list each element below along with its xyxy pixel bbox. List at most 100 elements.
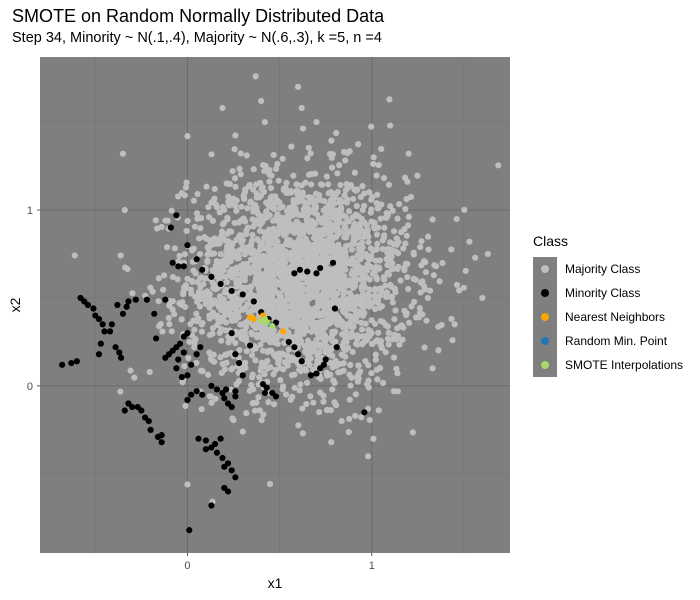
- majority-class-point: [259, 257, 267, 264]
- minority-class-point: [68, 359, 75, 367]
- majority-class-point: [451, 321, 458, 328]
- majority-class-point: [328, 299, 336, 306]
- majority-class-point: [303, 400, 310, 408]
- majority-class-point: [254, 236, 261, 243]
- majority-class-point: [296, 333, 303, 341]
- majority-class-point: [402, 240, 409, 247]
- majority-class-point: [117, 252, 124, 259]
- majority-class-point: [351, 169, 358, 176]
- majority-class-point: [191, 326, 198, 333]
- majority-class-point: [244, 260, 251, 268]
- majority-class-point: [371, 305, 379, 313]
- majority-class-point: [373, 296, 380, 303]
- majority-class-point: [359, 333, 366, 340]
- majority-class-point: [448, 246, 455, 253]
- majority-class-point: [349, 255, 356, 262]
- majority-class-point: [174, 276, 181, 283]
- majority-class-point: [479, 294, 486, 302]
- majority-class-point: [411, 298, 418, 305]
- majority-class-point: [241, 284, 248, 291]
- majority-class-point: [204, 371, 212, 378]
- majority-class-point: [429, 216, 436, 223]
- majority-class-point: [410, 251, 417, 258]
- majority-class-point: [369, 193, 376, 201]
- majority-class-point: [281, 351, 289, 359]
- y-axis-title: x2: [7, 297, 23, 312]
- majority-class-point: [373, 199, 380, 207]
- majority-class-point: [185, 354, 192, 362]
- majority-class-point: [147, 284, 154, 291]
- majority-class-point: [382, 214, 389, 221]
- majority-class-point: [368, 370, 375, 377]
- majority-class-point: [336, 249, 343, 256]
- majority-class-point: [239, 246, 246, 253]
- majority-class-point: [339, 307, 347, 314]
- majority-class-point: [365, 239, 372, 246]
- majority-class-point: [304, 347, 312, 354]
- majority-class-point: [353, 212, 360, 219]
- majority-class-point: [414, 172, 421, 179]
- majority-class-point: [309, 242, 316, 249]
- minority-class-point: [125, 298, 132, 305]
- minority-class-point: [307, 372, 315, 379]
- majority-class-point: [359, 312, 367, 319]
- majority-class-point: [277, 260, 284, 268]
- majority-class-point: [209, 357, 216, 364]
- majority-class-point: [378, 289, 385, 296]
- majority-class-point: [201, 233, 208, 241]
- majority-class-point: [390, 354, 398, 361]
- majority-class-point: [261, 234, 268, 241]
- majority-class-point: [307, 150, 314, 157]
- majority-class-point: [404, 178, 411, 185]
- x-tick-label: 1: [369, 560, 375, 572]
- minority-class-point: [212, 440, 219, 448]
- minority-class-point: [116, 349, 123, 356]
- minority-class-point: [169, 259, 176, 266]
- majority-class-point: [460, 284, 467, 291]
- majority-class-point: [252, 218, 260, 225]
- majority-class-point: [250, 166, 257, 173]
- majority-class-point: [232, 339, 239, 347]
- x-axis-title: x1: [268, 575, 283, 591]
- majority-class-point: [183, 284, 190, 292]
- majority-class-point: [255, 298, 262, 306]
- majority-class-point: [368, 123, 375, 130]
- majority-class-point: [355, 362, 362, 369]
- majority-class-point: [276, 364, 284, 371]
- majority-class-point: [323, 307, 331, 314]
- majority-class-point: [372, 351, 379, 358]
- majority-class-point: [436, 278, 443, 285]
- x-tick-label: 0: [184, 560, 190, 572]
- majority-class-point: [236, 165, 243, 172]
- majority-class-point: [430, 272, 437, 279]
- axis-ticks: 0 1 0 1: [27, 205, 375, 572]
- majority-class-point: [396, 341, 403, 348]
- majority-class-point: [224, 216, 231, 223]
- majority-class-point: [347, 361, 354, 369]
- majority-class-point: [390, 228, 398, 235]
- majority-class-point: [301, 204, 309, 212]
- minority-class-point: [108, 321, 115, 328]
- majority-class-point: [249, 371, 256, 378]
- majority-class-point: [272, 165, 280, 172]
- majority-class-point: [372, 264, 380, 271]
- majority-class-point: [335, 315, 343, 322]
- majority-class-point: [119, 150, 127, 157]
- legend-label: SMOTE Interpolations: [565, 358, 683, 372]
- majority-class-point: [344, 280, 352, 288]
- majority-class-point: [235, 378, 243, 385]
- majority-class-point: [279, 155, 286, 162]
- majority-class-point: [389, 207, 396, 214]
- minority-class-point: [217, 280, 224, 287]
- majority-class-point: [374, 191, 381, 198]
- majority-class-point: [191, 344, 198, 351]
- majority-class-point: [237, 263, 244, 270]
- majority-class-point: [386, 251, 393, 259]
- majority-class-point: [293, 210, 300, 217]
- majority-class-point: [405, 150, 412, 157]
- majority-class-point: [265, 347, 272, 355]
- majority-class-point: [242, 218, 249, 225]
- majority-class-point: [182, 184, 189, 191]
- majority-class-point: [323, 173, 330, 180]
- majority-class-point: [241, 361, 248, 369]
